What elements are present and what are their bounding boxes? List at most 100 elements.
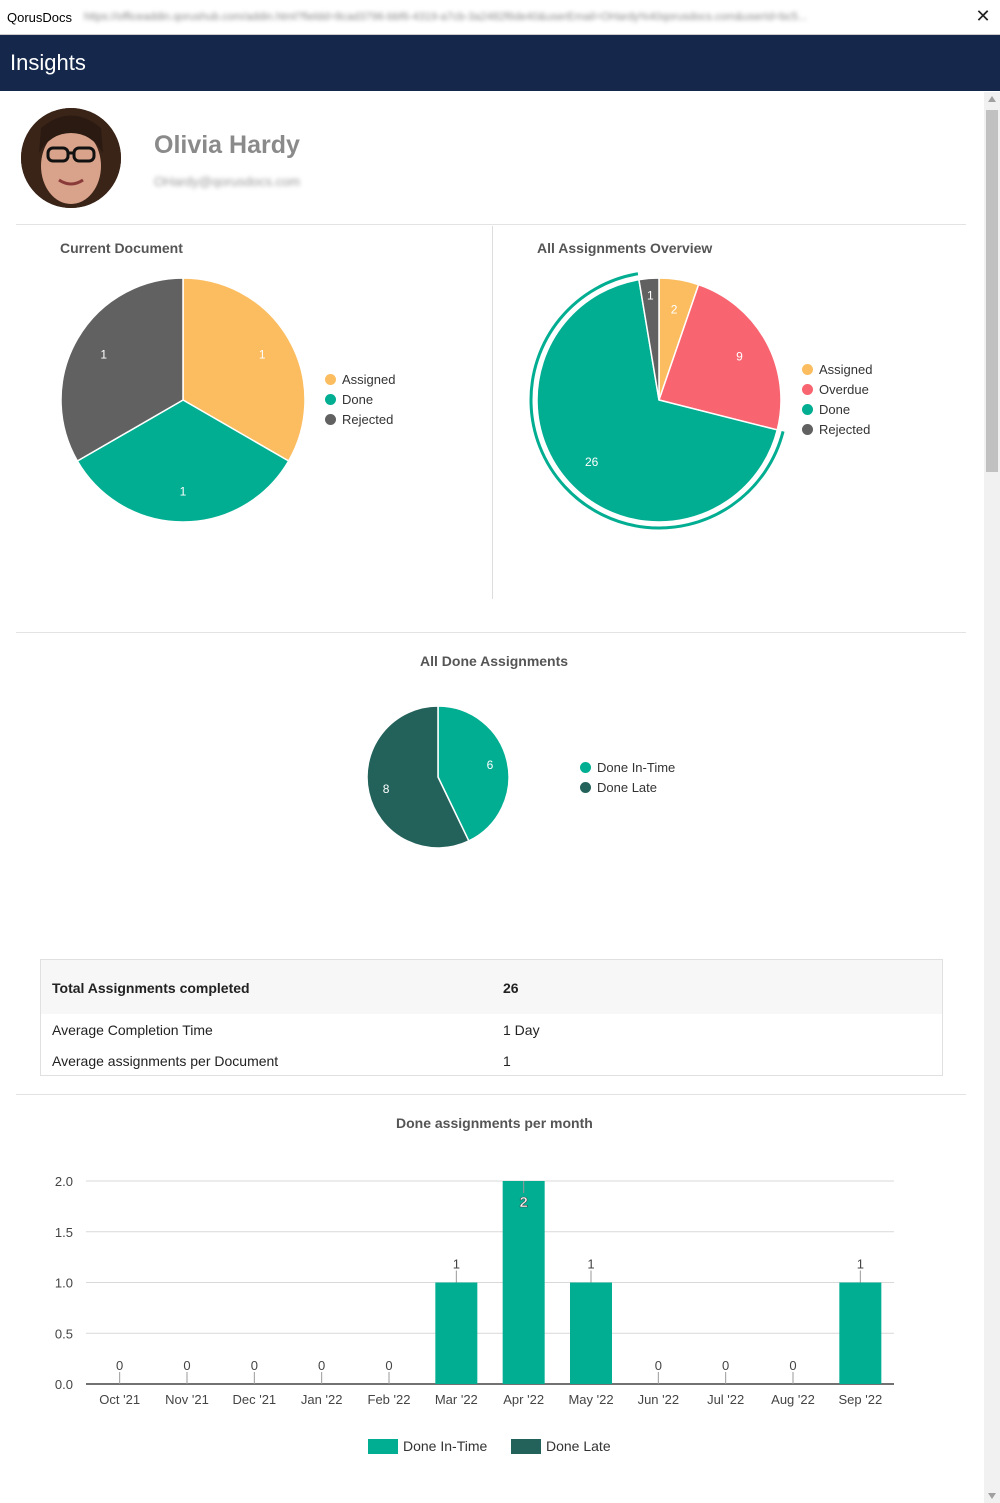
- bar-done-in-time[interactable]: [502, 1181, 545, 1384]
- all-assignments-legend: Assigned Overdue Done Rejected: [802, 359, 872, 439]
- legend-item-done-late[interactable]: Done Late: [511, 1438, 611, 1454]
- scrollbar-thumb[interactable]: [986, 110, 998, 472]
- legend-label: Done Late: [597, 779, 657, 795]
- legend-item-assigned[interactable]: Assigned: [325, 369, 395, 389]
- legend-item-done-in-time[interactable]: Done In-Time: [580, 757, 675, 777]
- x-tick-label: May '22: [568, 1392, 613, 1407]
- x-tick-label: Jun '22: [638, 1392, 680, 1407]
- pie-slice-done-in-time[interactable]: [437, 705, 510, 842]
- legend-item-overdue[interactable]: Overdue: [802, 379, 872, 399]
- all-done-legend: Done In-Time Done Late: [580, 757, 675, 797]
- pie-slice-highlight: [529, 272, 785, 530]
- table-row: Total Assignments completed 26: [41, 960, 942, 1014]
- pie-data-label: 2: [671, 303, 678, 317]
- x-tick-label: Apr '22: [503, 1392, 544, 1407]
- legend-done-late-swatch: [580, 781, 591, 793]
- pie-slice-done[interactable]: [536, 278, 779, 523]
- current-document-legend: Assigned Done Rejected: [325, 369, 395, 429]
- close-icon[interactable]: ✕: [975, 6, 991, 26]
- y-tick-label: 0.0: [55, 1377, 73, 1392]
- bar-data-label: 0: [655, 1358, 662, 1373]
- legend-item-done[interactable]: Done: [325, 389, 395, 409]
- legend-done-in-time-swatch: [368, 1438, 398, 1454]
- bar-done-in-time[interactable]: [570, 1282, 612, 1385]
- window-app-name: QorusDocs: [7, 10, 73, 25]
- pie-slice-rejected[interactable]: [638, 277, 660, 401]
- scroll-up-icon[interactable]: [988, 96, 996, 102]
- legend-done-late-swatch: [511, 1438, 541, 1454]
- monthly-chart-title: Done assignments per month: [396, 1115, 593, 1131]
- legend-item-done-in-time[interactable]: Done In-Time: [368, 1438, 487, 1454]
- x-tick-label: Mar '22: [435, 1392, 478, 1407]
- stat-value: 26: [503, 980, 519, 996]
- stat-label: Average assignments per Document: [52, 1053, 279, 1069]
- legend-item-rejected[interactable]: Rejected: [325, 409, 395, 429]
- legend-label: Done: [342, 391, 374, 407]
- bar-done-in-time[interactable]: [435, 1282, 478, 1385]
- legend-rejected-swatch: [325, 413, 336, 425]
- legend-item-rejected[interactable]: Rejected: [802, 419, 872, 439]
- y-tick-label: 2.0: [55, 1174, 73, 1189]
- x-tick-label: Jan '22: [301, 1392, 343, 1407]
- pie-slice-assigned[interactable]: [182, 277, 306, 463]
- all-assignments-pie: 2 9 26 1: [529, 272, 785, 530]
- all-assignments-title: All Assignments Overview: [537, 240, 713, 256]
- bar-data-label: 0: [789, 1358, 796, 1373]
- window-url: https://officeaddin.qorushub.com/addin.h…: [84, 11, 807, 23]
- pie-data-label: 1: [180, 485, 187, 499]
- divider: [16, 1094, 966, 1095]
- user-name: Olivia Hardy: [154, 131, 300, 159]
- x-tick-label: Jul '22: [707, 1392, 744, 1407]
- scroll-down-icon[interactable]: [988, 1493, 996, 1499]
- legend-label: Rejected: [342, 411, 394, 427]
- bar-data-label: 1: [587, 1257, 594, 1272]
- pie-slice-done-late[interactable]: [366, 705, 470, 849]
- pie-data-label: 6: [487, 758, 494, 772]
- stats-table: Total Assignments completed 26 Average C…: [40, 959, 943, 1076]
- legend-label: Rejected: [819, 421, 871, 437]
- window-titlebar: QorusDocs https://officeaddin.qorushub.c…: [0, 0, 1000, 35]
- bar-done-in-time[interactable]: [839, 1282, 882, 1385]
- y-tick-label: 1.5: [55, 1225, 73, 1240]
- legend-label: Done In-Time: [403, 1438, 488, 1454]
- all-done-pie: 68: [366, 705, 510, 849]
- pie-data-label: 1: [100, 347, 107, 361]
- legend-done-swatch: [802, 403, 813, 415]
- stat-value: 1 Day: [503, 1022, 540, 1038]
- vertical-scrollbar[interactable]: [984, 92, 1000, 1503]
- current-document-title: Current Document: [60, 240, 183, 256]
- legend-label: Assigned: [819, 361, 873, 377]
- legend-assigned-swatch: [325, 373, 336, 385]
- bar-data-label: 2: [519, 1194, 527, 1211]
- divider: [16, 224, 966, 225]
- legend-label: Done: [819, 401, 851, 417]
- legend-item-assigned[interactable]: Assigned: [802, 359, 872, 379]
- bar-data-label: 0: [722, 1358, 729, 1373]
- x-tick-label: Nov '21: [165, 1392, 209, 1407]
- pie-data-label: 1: [647, 288, 654, 302]
- bar-data-label: 0: [251, 1358, 258, 1373]
- legend-item-done[interactable]: Done: [802, 399, 872, 419]
- x-tick-label: Oct '21: [99, 1392, 140, 1407]
- legend-label: Done In-Time: [597, 759, 676, 775]
- stat-label: Total Assignments completed: [52, 980, 250, 996]
- pie-data-label: 1: [259, 347, 266, 361]
- pie-slice-done[interactable]: [76, 399, 290, 523]
- legend-label: Done Late: [546, 1438, 611, 1454]
- stat-label: Average Completion Time: [52, 1022, 213, 1038]
- bar-data-label: 0: [116, 1358, 123, 1373]
- legend-item-done-late[interactable]: Done Late: [580, 777, 675, 797]
- pie-data-label: 9: [736, 349, 743, 363]
- legend-assigned-swatch: [802, 363, 813, 375]
- monthly-bar-chart: 0.0 0.5 1.0 1.5 2.0 Oct '21 0 Nov '21 0 Dec '21 0 J…: [55, 1174, 894, 1407]
- pie-slice-rejected[interactable]: [60, 277, 184, 463]
- pie-slice-overdue[interactable]: [658, 283, 782, 431]
- legend-done-in-time-swatch: [580, 761, 591, 773]
- table-row: Average Completion Time 1 Day: [41, 1014, 942, 1045]
- page-title: Insights: [10, 50, 86, 75]
- legend-done-swatch: [325, 393, 336, 405]
- stat-value: 1: [503, 1053, 511, 1069]
- x-tick-label: Feb '22: [368, 1392, 411, 1407]
- legend-overdue-swatch: [802, 383, 813, 395]
- bar-data-label: 1: [453, 1257, 460, 1272]
